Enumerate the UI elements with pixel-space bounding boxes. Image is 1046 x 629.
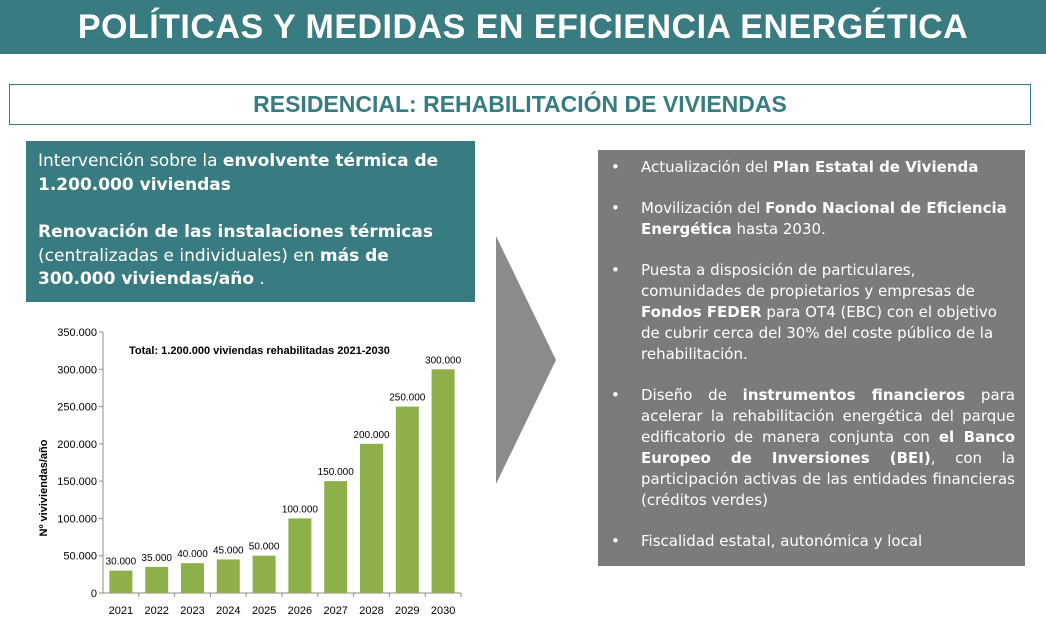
measure-text: , con la participación activas de las en… xyxy=(641,449,1015,509)
bar xyxy=(109,570,133,593)
measure-item-tax: Fiscalidad estatal, autonómica y local xyxy=(608,531,1015,552)
measure-text: Movilización del xyxy=(641,199,766,217)
y-tick-label: 100.000 xyxy=(57,513,97,525)
bar xyxy=(395,406,419,593)
measure-highlight: Fondos FEDER xyxy=(641,303,762,321)
measure-item-plan: Actualización del Plan Estatal de Vivien… xyxy=(608,157,1015,178)
measure-item-fund: Movilización del Fondo Nacional de Efici… xyxy=(608,198,1015,240)
measure-text: Puesta a disposición de particulares, co… xyxy=(641,261,975,300)
data-label: 200.000 xyxy=(353,430,390,441)
x-tick-label: 2028 xyxy=(359,605,383,617)
page-title: POLÍTICAS Y MEDIDAS EN EFICIENCIA ENERGÉ… xyxy=(0,0,1046,54)
measures-list: Actualización del Plan Estatal de Vivien… xyxy=(608,157,1015,552)
data-label: 45.000 xyxy=(213,545,244,556)
bar xyxy=(324,481,348,593)
bar xyxy=(431,369,455,593)
measure-item-financial: Diseño de instrumentos financieros para … xyxy=(608,385,1015,511)
y-tick-label: 200.000 xyxy=(57,439,97,451)
y-tick-label: 350.000 xyxy=(57,327,97,339)
section-subtitle: RESIDENCIAL: REHABILITACIÓN DE VIVIENDAS xyxy=(9,84,1031,125)
data-label: 300.000 xyxy=(425,355,462,366)
summary-envelope-text: Intervención sobre la xyxy=(38,151,223,171)
x-tick-label: 2023 xyxy=(180,605,204,617)
bar-chart: Total: 1.200.000 viviendas rehabilitadas… xyxy=(38,327,462,617)
x-tick-label: 2027 xyxy=(323,605,347,617)
x-tick-label: 2026 xyxy=(288,605,312,617)
y-tick-label: 150.000 xyxy=(57,476,97,488)
summary-box: Intervención sobre la envolvente térmica… xyxy=(26,141,475,302)
summary-installations-text: (centralizadas e individuales) en xyxy=(38,245,320,266)
measure-highlight: Plan Estatal de Vivienda xyxy=(772,158,979,176)
bar xyxy=(360,443,383,593)
bar xyxy=(145,566,169,593)
measure-item-feder: Puesta a disposición de particulares, co… xyxy=(608,260,1015,365)
arrow-shape xyxy=(496,236,556,484)
x-tick-label: 2029 xyxy=(395,605,419,617)
summary-installations-highlight: Renovación de las instalaciones térmicas xyxy=(38,222,433,242)
y-tick-label: 50.000 xyxy=(63,551,97,563)
x-tick-label: 2024 xyxy=(216,605,240,617)
measure-text: para acelerar la rehabilitación energéti… xyxy=(641,386,1015,446)
bar xyxy=(181,563,204,593)
y-axis-label: Nº viviviendas/año xyxy=(38,439,50,536)
data-label: 150.000 xyxy=(318,467,355,478)
summary-installations-target: más de 300.000 viviendas/año xyxy=(38,245,389,290)
x-tick-label: 2022 xyxy=(144,605,168,617)
x-tick-label: 2030 xyxy=(431,605,455,617)
data-label: 40.000 xyxy=(177,549,208,560)
x-tick-label: 2025 xyxy=(252,605,276,617)
y-tick-label: 300.000 xyxy=(57,364,97,376)
y-tick-label: 0 xyxy=(91,588,97,600)
bar xyxy=(288,518,312,593)
measure-text: Actualización del xyxy=(641,158,773,176)
data-label: 30.000 xyxy=(106,557,137,568)
measure-highlight: Fondo Nacional de Eficiencia Energética xyxy=(641,199,1007,238)
summary-envelope: Intervención sobre la envolvente térmica… xyxy=(38,150,467,197)
x-tick-label: 2021 xyxy=(109,605,133,617)
measure-highlight: el Banco Europeo de Inversiones (BEI) xyxy=(641,428,1016,467)
y-tick-label: 250.000 xyxy=(57,402,97,414)
measures-box: Actualización del Plan Estatal de Vivien… xyxy=(598,150,1025,566)
measure-text: Fiscalidad estatal, autonómica y local xyxy=(641,532,923,550)
measure-text: para OT4 (EBC) con el objetivo de cubrir… xyxy=(641,303,997,363)
measure-text: hasta 2030. xyxy=(731,220,826,238)
measure-text: Diseño de xyxy=(641,386,743,404)
bar xyxy=(252,555,276,593)
data-label: 50.000 xyxy=(249,542,280,553)
data-label: 250.000 xyxy=(389,393,426,404)
summary-envelope-highlight: envolvente térmica de 1.200.000 vivienda… xyxy=(38,151,439,195)
summary-installations: Renovación de las instalaciones térmicas… xyxy=(38,221,467,292)
bar xyxy=(216,559,240,593)
measure-highlight: instrumentos financieros xyxy=(742,386,966,404)
data-label: 35.000 xyxy=(141,553,172,564)
data-label: 100.000 xyxy=(282,504,319,515)
chart-title: Total: 1.200.000 viviendas rehabilitadas… xyxy=(129,345,390,357)
summary-installations-end: . xyxy=(254,269,265,289)
